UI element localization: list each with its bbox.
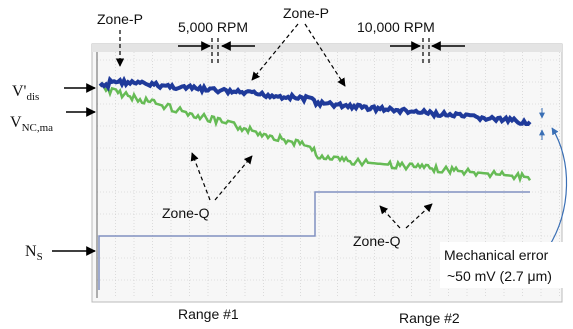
- annotation: Zone-P: [97, 11, 143, 27]
- annotation: Zone-P: [283, 5, 329, 21]
- annotation: Range #1: [178, 306, 239, 322]
- annotation: 10,000 RPM: [357, 19, 435, 35]
- signal-label: V'dis: [12, 83, 39, 103]
- signal-label: VNC,ma: [10, 114, 53, 134]
- annotation: Zone-Q: [162, 205, 210, 221]
- figure: Zone-P 5,000 RPM Zone-P 10,000 RPM V'dis…: [0, 0, 573, 329]
- annotation: Range #2: [399, 310, 460, 326]
- scope-header: [92, 44, 562, 52]
- annotation: Zone-Q: [353, 233, 401, 249]
- annotation: 5,000 RPM: [178, 19, 248, 35]
- annotation: ~50 mV (2.7 μm): [447, 268, 552, 284]
- signal-label: NS: [25, 243, 43, 263]
- annotation: Mechanical error: [444, 247, 549, 263]
